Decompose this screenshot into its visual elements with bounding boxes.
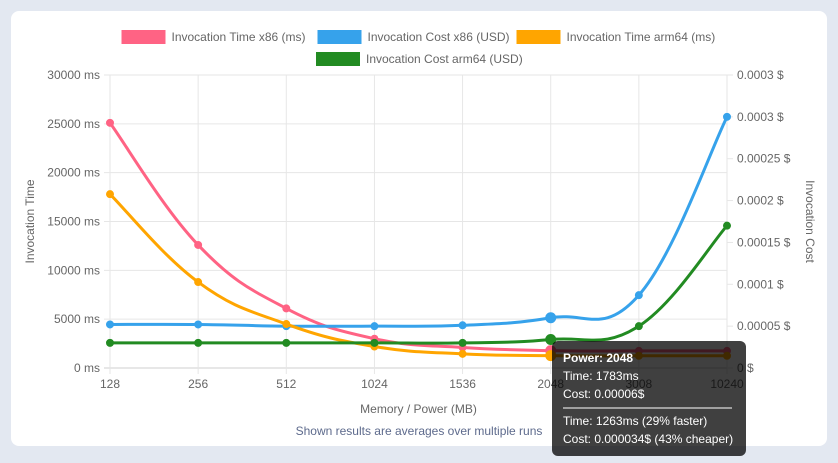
tooltip-line: Cost: 0.000034$ (43% cheaper) <box>563 432 733 446</box>
legend-swatch[interactable] <box>121 30 166 44</box>
data-point[interactable] <box>282 304 291 313</box>
legend-swatch[interactable] <box>516 30 561 44</box>
x-tick-label: 128 <box>100 377 120 391</box>
data-point[interactable] <box>634 322 643 331</box>
legend-swatch[interactable] <box>316 52 360 66</box>
legend-swatch[interactable] <box>317 30 362 44</box>
data-point[interactable] <box>106 338 114 347</box>
data-point[interactable] <box>194 320 203 329</box>
legend-label: Invocation Cost x86 (USD) <box>368 30 510 44</box>
data-point[interactable] <box>370 322 379 331</box>
tooltip-title: Power: 2048 <box>563 351 633 365</box>
tooltip-line: Time: 1263ms (29% faster) <box>563 414 707 428</box>
y-right-tick-label: 0.0001 $ <box>737 277 784 291</box>
y-left-tick-label: 5000 ms <box>54 312 100 326</box>
series-line-0 <box>108 121 728 353</box>
tooltip-line: Cost: 0.00006$ <box>563 387 645 401</box>
data-point[interactable] <box>723 221 731 230</box>
data-point[interactable] <box>458 338 467 347</box>
y-right-tick-label: 0.00005 $ <box>737 319 791 333</box>
y-left-tick-label: 15000 ms <box>47 215 100 229</box>
series-line-1 <box>109 116 729 328</box>
legend-label: Invocation Time arm64 (ms) <box>567 30 716 44</box>
series-line-2 <box>108 193 728 358</box>
y-left-tick-label: 0 ms <box>74 361 100 375</box>
data-point[interactable] <box>458 349 467 358</box>
x-tick-label: 256 <box>188 377 208 391</box>
x-tick-label: 512 <box>276 377 296 391</box>
data-point[interactable] <box>723 112 731 121</box>
x-axis-title: Memory / Power (MB) <box>360 402 477 416</box>
y-right-tick-label: 0.0002 $ <box>737 194 784 208</box>
data-point[interactable] <box>106 320 114 329</box>
x-tick-label: 1024 <box>361 377 388 391</box>
data-point[interactable] <box>194 338 203 347</box>
y-left-tick-label: 30000 ms <box>47 68 100 82</box>
data-point[interactable] <box>634 291 643 300</box>
y-left-tick-label: 10000 ms <box>47 263 100 277</box>
y-right-tick-label: 0.0003 $ <box>737 68 784 82</box>
y-left-tick-label: 20000 ms <box>47 166 100 180</box>
legend-label: Invocation Cost arm64 (USD) <box>366 52 523 66</box>
y-right-axis-title: Invocation Cost <box>803 180 817 263</box>
y-right-tick-label: 0.0003 $ <box>737 110 784 124</box>
data-point[interactable] <box>106 190 114 199</box>
legend-label: Invocation Time x86 (ms) <box>172 30 306 44</box>
data-point[interactable] <box>194 278 203 287</box>
data-point[interactable] <box>545 312 557 324</box>
data-point[interactable] <box>194 240 203 249</box>
y-right-tick-label: 0.00025 $ <box>737 152 791 166</box>
y-left-axis-title: Invocation Time <box>23 179 37 263</box>
footnote: Shown results are averages over multiple… <box>296 424 543 438</box>
data-point[interactable] <box>106 118 114 127</box>
y-left-tick-label: 25000 ms <box>47 117 100 131</box>
x-tick-label: 1536 <box>449 377 476 391</box>
data-point[interactable] <box>282 320 291 329</box>
data-point[interactable] <box>370 338 379 347</box>
data-point[interactable] <box>545 334 557 346</box>
tooltip-box <box>552 341 746 456</box>
data-point[interactable] <box>458 321 467 330</box>
data-point[interactable] <box>282 338 291 347</box>
tooltip-line: Time: 1783ms <box>563 369 639 383</box>
y-right-tick-label: 0.00015 $ <box>737 235 791 249</box>
